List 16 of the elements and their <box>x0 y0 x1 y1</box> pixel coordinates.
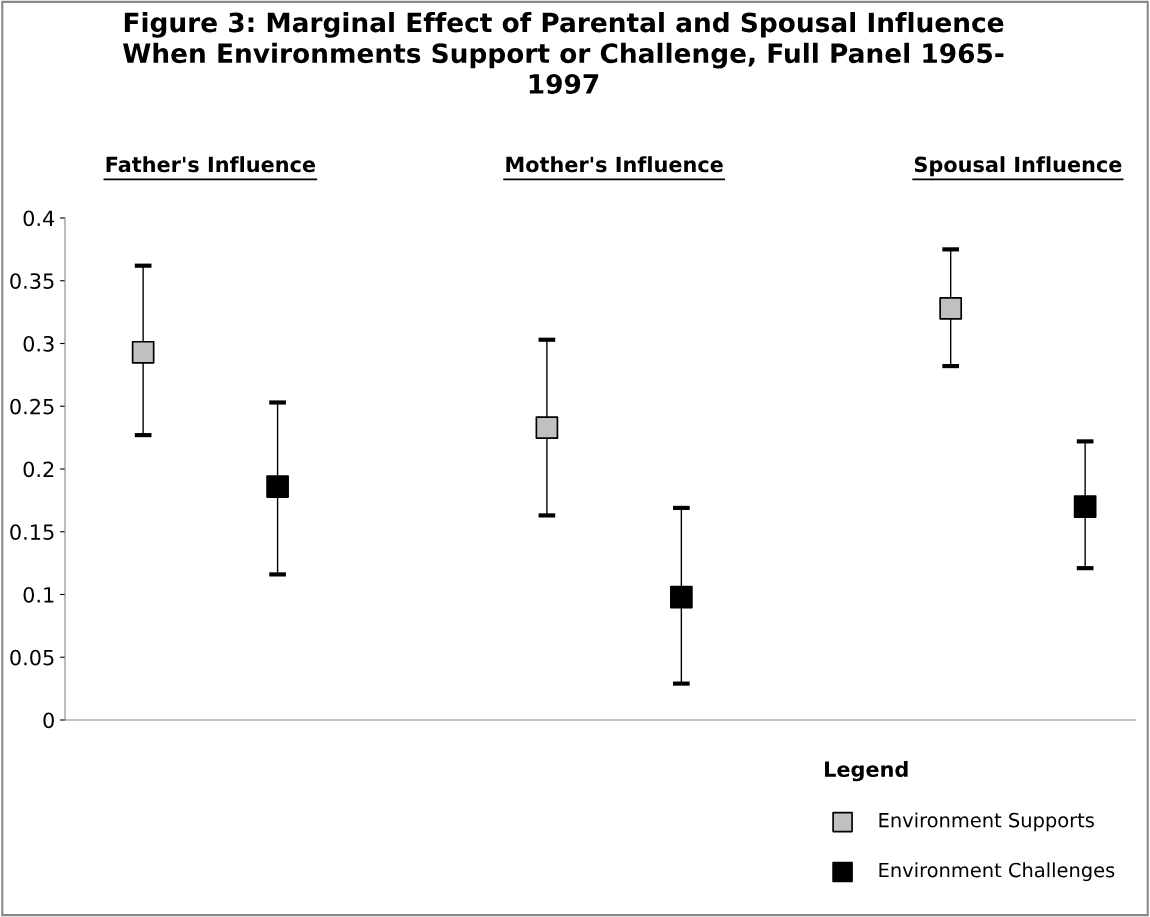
legend-label: Environment Supports <box>879 812 1094 832</box>
x-tick-label: Mother's Influence <box>506 156 723 173</box>
y-tick-label: 0.25 <box>10 398 54 415</box>
y-tick-label: 0.3 <box>23 335 54 352</box>
y-tick-label: 0 <box>43 712 54 729</box>
y-tick-label: 0.15 <box>10 524 54 540</box>
y-tick-label: 0.4 <box>23 210 55 227</box>
y-tick-label: 0.1 <box>23 586 54 603</box>
x-tick-label: Spousal Influence <box>914 156 1122 177</box>
y-tick-label: 0.2 <box>23 461 54 478</box>
x-tick-label: Father's Influence <box>106 156 316 173</box>
chart-title: Figure 3: Marginal Effect of Parental and Spousal Influence When Environments Support or Challenge, Full Panel 1965- 1997 <box>123 12 1004 94</box>
legend-title: Legend <box>825 760 908 782</box>
legend-label: Environment Challenges <box>879 862 1115 882</box>
y-tick-label: 0.05 <box>10 649 54 666</box>
y-tick-label: 0.35 <box>10 273 54 289</box>
